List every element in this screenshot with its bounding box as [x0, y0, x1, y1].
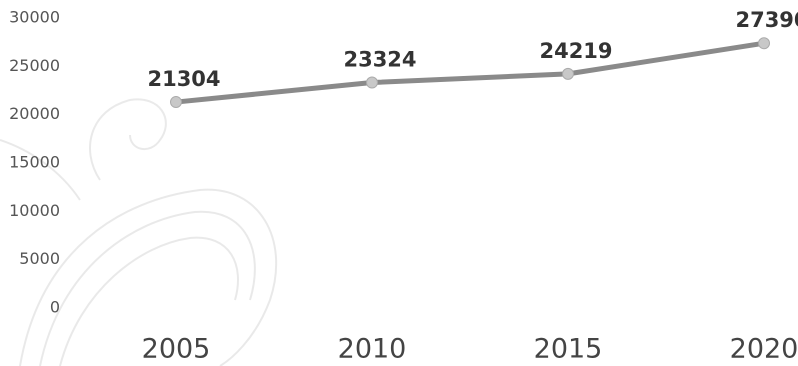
y-tick-label: 30000	[9, 8, 60, 27]
data-label: 27390	[735, 8, 798, 32]
background-ornament	[0, 98, 278, 366]
y-tick-label: 25000	[9, 56, 60, 75]
y-tick-label: 20000	[9, 104, 60, 123]
y-tick-label: 0	[50, 298, 60, 317]
x-tick-label: 2010	[338, 334, 407, 365]
point	[366, 76, 378, 89]
data-label: 21304	[147, 67, 220, 91]
x-tick-label: 2020	[730, 334, 798, 365]
point	[562, 67, 574, 80]
point	[170, 96, 182, 109]
x-tick-label: 2005	[142, 334, 211, 365]
point	[758, 37, 770, 50]
line-series	[175, 40, 765, 105]
data-label: 23324	[343, 48, 416, 72]
y-tick-label: 5000	[19, 249, 60, 268]
data-label: 24219	[539, 39, 612, 63]
y-tick-label: 10000	[9, 201, 60, 220]
y-tick-label: 15000	[9, 153, 60, 172]
x-tick-label: 2015	[534, 334, 603, 365]
